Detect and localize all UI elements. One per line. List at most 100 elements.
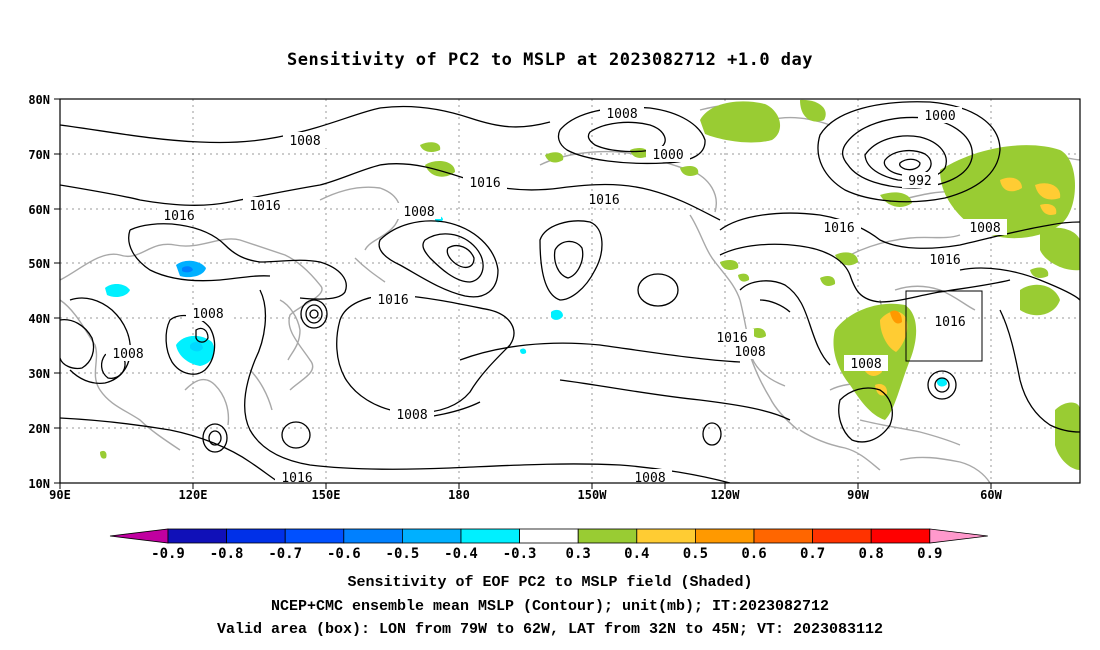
colorbar-label: 0.8 [859, 546, 884, 562]
contour-label: 1016 [463, 174, 507, 191]
contour-label: 1000 [918, 107, 962, 124]
lon-tick-label: 120W [711, 488, 741, 502]
lat-tick-label: 50N [28, 257, 50, 271]
svg-text:1016: 1016 [377, 293, 408, 308]
colorbar-label: 0.4 [624, 546, 649, 562]
positive-patch [545, 152, 564, 163]
positive-patch [890, 310, 902, 324]
positive-patch [720, 260, 739, 270]
caption-line-3: Valid area (box): LON from 79W to 62W, L… [216, 621, 884, 638]
svg-text:1016: 1016 [163, 209, 194, 224]
positive-patch [1040, 204, 1057, 215]
colorbar-label: 0.6 [741, 546, 766, 562]
colorbar-swatch [401, 528, 462, 544]
svg-text:1016: 1016 [823, 221, 854, 236]
svg-text:1016: 1016 [934, 315, 965, 330]
colorbar-swatch [577, 528, 638, 544]
positive-patch [1055, 402, 1080, 470]
lon-tick-label: 120E [179, 488, 208, 502]
map-frame [59, 98, 1081, 484]
lon-tick-label: 180 [448, 488, 470, 502]
colorbar-swatch [812, 528, 872, 544]
lon-tick-label: 90E [49, 488, 71, 502]
positive-patch [940, 145, 1075, 239]
negative-patch [520, 348, 527, 354]
svg-text:1008: 1008 [192, 307, 223, 322]
contour-label: 1008 [397, 203, 441, 220]
contour-label: 1016 [928, 313, 972, 330]
positive-patch [100, 450, 107, 459]
contour-label: 1008 [600, 105, 644, 122]
positive-patch [800, 99, 826, 122]
chart-title: Sensitivity of PC2 to MSLP at 2023082712… [286, 50, 813, 70]
valid-area-box [905, 290, 983, 362]
svg-text:1008: 1008 [403, 205, 434, 220]
positive-patch [1020, 284, 1060, 316]
positive-patch [738, 273, 750, 282]
lat-tick-label: 20N [28, 422, 50, 436]
lat-tick-label: 40N [28, 312, 50, 326]
contour-label: 1008 [186, 305, 230, 322]
positive-patch [680, 166, 699, 176]
lat-tick-label: 60N [28, 203, 50, 217]
positive-patch [1030, 267, 1049, 278]
positive-patch [1040, 227, 1080, 271]
colorbar-label: -0.9 [151, 546, 185, 562]
contour-label: 1016 [371, 291, 415, 308]
svg-text:1016: 1016 [716, 331, 747, 346]
colorbar-swatch [870, 528, 931, 544]
svg-text:1008: 1008 [969, 221, 1000, 236]
colorbar-label: -0.6 [327, 546, 361, 562]
svg-text:1000: 1000 [924, 109, 955, 124]
svg-text:1008: 1008 [634, 471, 665, 486]
contour-label: 1008 [106, 345, 150, 362]
lat-tick-label: 70N [28, 148, 50, 162]
colorbar-label: -0.5 [386, 546, 420, 562]
lon-tick-label: 90W [847, 488, 869, 502]
negative-patch [182, 266, 193, 273]
longitude-labels: 90E 120E 150E 180 150W 120W 90W 60W [49, 488, 1002, 502]
colorbar-swatch [343, 528, 403, 544]
positive-patch [1035, 183, 1061, 200]
lon-tick-label: 150W [578, 488, 608, 502]
colorbar-label: 0.3 [566, 546, 591, 562]
contour-labels: 1008 1008 1016 1016 1008 1016 1008 1000 … [106, 105, 1007, 486]
colorbar-swatch [519, 528, 579, 544]
colorbar-swatch [226, 528, 286, 544]
contour-label: 1016 [817, 219, 861, 236]
svg-text:1016: 1016 [929, 253, 960, 268]
positive-patch [880, 192, 912, 207]
colorbar-swatch [284, 528, 345, 544]
colorbar-swatch [695, 528, 755, 544]
contour-label: 1016 [923, 251, 967, 268]
contour-label: 1016 [710, 329, 754, 346]
graticule [60, 99, 1080, 483]
lon-tick-label: 60W [980, 488, 1002, 502]
colorbar-label: 0.9 [917, 546, 942, 562]
positive-patch [1000, 177, 1022, 192]
colorbar-label: -0.4 [444, 546, 478, 562]
colorbar-swatch [167, 528, 227, 544]
colorbar-label: -0.8 [210, 546, 244, 562]
colorbar-swatch [460, 528, 520, 544]
svg-text:1016: 1016 [249, 199, 280, 214]
negative-patch [105, 284, 130, 298]
contour-label: 1008 [963, 219, 1007, 236]
svg-text:992: 992 [908, 174, 931, 189]
colorbar-label: -0.3 [503, 546, 537, 562]
lat-tick-label: 10N [28, 477, 50, 491]
lat-tick-label: 80N [28, 93, 50, 107]
lat-tick-label: 30N [28, 367, 50, 381]
contour-label: 1008 [628, 469, 672, 486]
svg-text:1008: 1008 [606, 107, 637, 122]
colorbar-label: 0.5 [683, 546, 708, 562]
contour-label: 1008 [844, 355, 888, 372]
colorbar: -0.9 -0.8 -0.7 -0.6 -0.5 -0.4 -0.3 0.3 0.4 0.5 0.6… [109, 528, 988, 562]
svg-text:1008: 1008 [734, 345, 765, 360]
svg-text:1008: 1008 [112, 347, 143, 362]
contour-label: 1008 [390, 406, 434, 423]
contour-label: 1016 [243, 197, 287, 214]
caption-line-1: Sensitivity of EOF PC2 to MSLP field (Sh… [347, 574, 753, 591]
mslp-contours [60, 101, 1080, 483]
